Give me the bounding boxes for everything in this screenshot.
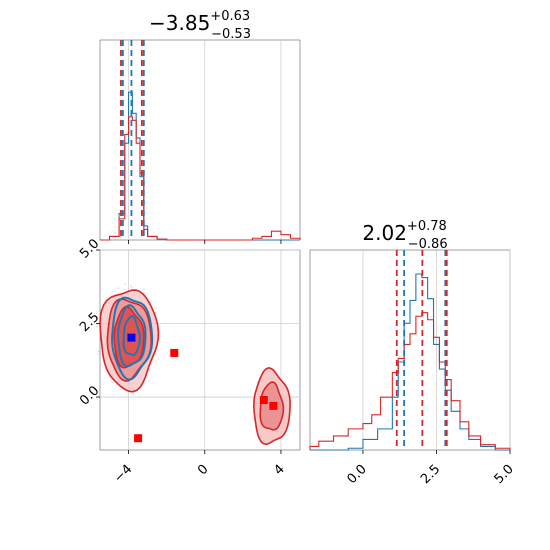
marginal-y-tick-label: 0.0: [345, 462, 370, 487]
joint-panel: −4 0 4 0.0 2.5 5.0: [77, 236, 301, 486]
marginal-y-panel: 0.0 2.5 5.0 2.02+0.78 −0.86: [309, 219, 517, 487]
marginal-x-histograms: [100, 91, 301, 241]
marginal-y-hist-series-0: [310, 273, 510, 451]
marginal-x-ticks: [128, 240, 282, 244]
joint-xtick-label: −4: [111, 462, 135, 486]
joint-sample-dot: [129, 284, 132, 287]
joint-sample-dot: [111, 291, 114, 294]
joint-sample-dot: [154, 307, 157, 310]
joint-marker-square: [259, 396, 268, 404]
marginal-y-title-median: 2.02: [362, 221, 407, 245]
marginal-x-quantile-lines: [120, 40, 145, 240]
marginal-y-quantile-lines: [395, 250, 448, 450]
joint-sample-dot: [96, 352, 99, 355]
joint-ytick-label: 5.0: [77, 236, 102, 261]
joint-ytick-label: 0.0: [77, 383, 102, 408]
marginal-x-title-minus: −0.53: [211, 27, 251, 42]
joint-marker-square: [134, 434, 143, 443]
marginal-y-tick-label: 5.0: [492, 462, 517, 487]
joint-sample-dot: [97, 350, 100, 353]
joint-sample-dot: [147, 380, 150, 382]
joint-xtick-label: 4: [271, 462, 287, 478]
marginal-y-title: 2.02+0.78 −0.86: [362, 219, 447, 252]
marginal-x-title-plus: +0.63: [210, 9, 250, 24]
marginal-y-hist-series-1: [309, 312, 511, 450]
marginal-y-grid: [362, 250, 511, 450]
joint-sample-dot: [117, 287, 119, 290]
joint-marker-square: [170, 348, 179, 357]
joint-sample-dot: [124, 288, 126, 291]
marginal-y-tick-label: 2.5: [418, 462, 443, 487]
joint-sample-dot: [143, 288, 145, 291]
joint-sample-dot: [111, 381, 114, 384]
joint-marker-square: [269, 401, 278, 410]
joint-sample-dot: [96, 325, 98, 328]
joint-sample-dot: [131, 286, 134, 289]
joint-contour-level: [111, 296, 154, 381]
joint-sample-dot: [98, 349, 101, 351]
joint-sample-dot: [154, 360, 157, 363]
marginal-y-ticks: 0.0 2.5 5.0: [345, 450, 517, 487]
joint-sample-dot: [108, 375, 110, 378]
marginal-x-title-median: −3.85: [149, 11, 210, 35]
marginal-y-frame: [309, 249, 511, 451]
joint-marker-square: [127, 333, 136, 342]
marginal-x-hist-series-1: [100, 116, 301, 241]
joint-sample-dot: [155, 311, 157, 314]
joint-sample-dot: [157, 357, 160, 360]
marginal-y-title-minus: −0.86: [408, 237, 448, 252]
joint-xtick-label: 0: [195, 462, 211, 478]
marginal-y-histograms: [309, 273, 511, 451]
joint-sample-dot: [124, 282, 127, 285]
joint-sample-dot: [121, 289, 124, 291]
marginal-x-title: −3.85+0.63 −0.53: [149, 9, 251, 42]
joint-sample-dot: [150, 300, 152, 303]
joint-contour-level: [117, 304, 147, 368]
marginal-x-frame: [99, 39, 301, 241]
marginal-y-title-plus: +0.78: [407, 219, 447, 234]
joint-points: [127, 333, 278, 443]
joint-contour-level: [122, 315, 141, 357]
marginal-x-panel: −3.85+0.63 −0.53: [99, 9, 301, 244]
joint-ytick-label: 2.5: [77, 310, 102, 335]
